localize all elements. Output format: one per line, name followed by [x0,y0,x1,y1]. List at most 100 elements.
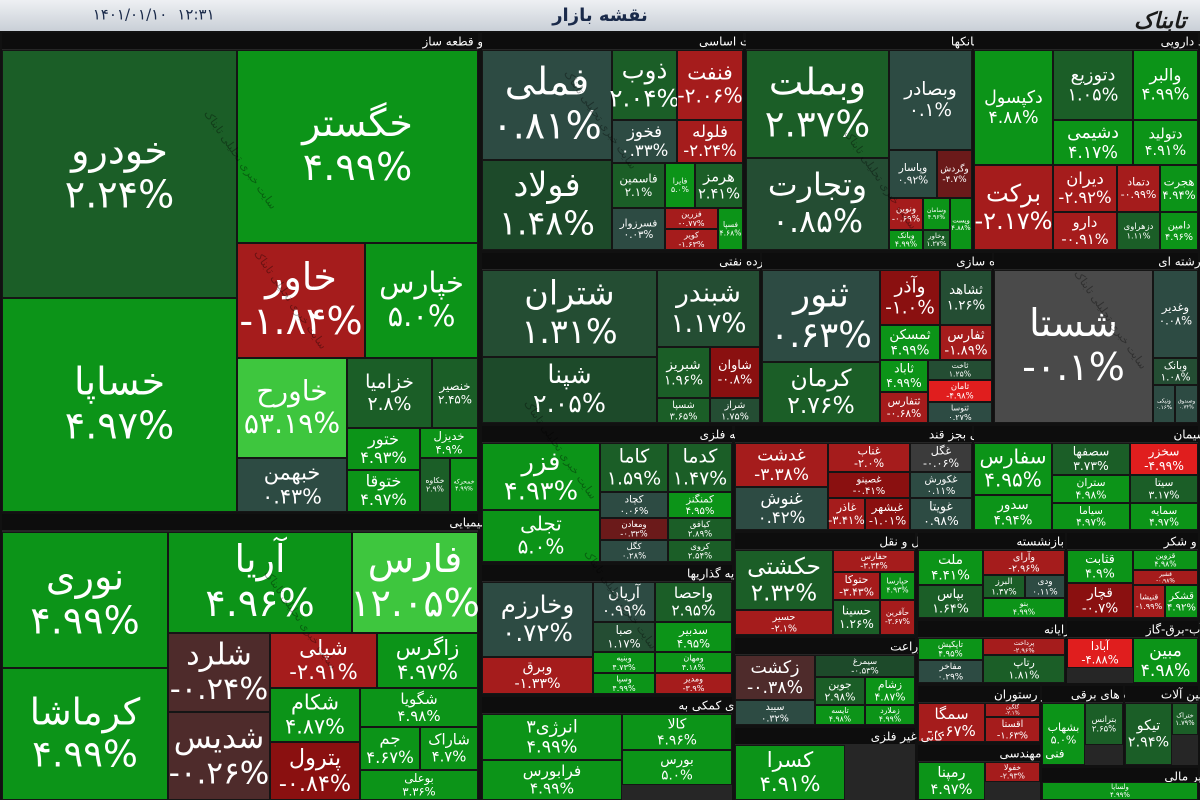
tile-change: ۰.۹۹% [602,602,646,620]
tile [1025,575,1065,598]
tile [928,380,992,402]
tile-name: فارس [368,537,462,581]
tile-name: حپارسا [886,577,908,586]
tile-name: زاگرس [396,635,460,660]
tile [940,270,992,325]
tile [828,443,910,472]
tile [833,572,880,600]
sector: سرمایه گذاریهاوخارزم۰.۷۲%وبرق-۱.۳۳%آریان… [482,565,761,694]
tile-change: ۴.۹۶% [205,581,314,625]
tile-change: -۰.۲۴% [170,672,268,707]
tile-name: مبین [1149,641,1182,661]
tile-name: ونیکی [1157,397,1171,404]
tile-name: وصندوق [1178,399,1196,405]
tile-name: خدیزل [433,429,464,444]
tile-name: وآرای [1013,550,1035,563]
tile-name: حتوکا [845,573,869,586]
tile-name: ثمسکن [889,328,930,343]
tile-change: ۴.۹۹% [30,598,139,642]
header-bar [0,0,1200,31]
tile-name: وبانک [1164,360,1187,372]
tile [1133,50,1198,120]
tile-name: بپاس [937,586,964,602]
tile-change: ۳.۶۵% [670,411,698,422]
tile-change: ۰.۰۸% [1159,313,1192,327]
tile-name: ثفارس [947,328,985,343]
tile-change: ۲.۴۱% [698,185,740,202]
tile-name: ومهان [683,654,703,663]
tile [612,163,665,208]
tile-name: ثشاهد [949,283,983,298]
tile-name: کرماشا [30,690,141,733]
tile-name: دارو [1072,214,1098,231]
tile-change: -۰.۱% [1022,345,1125,389]
tile-name: فلوله [692,122,728,142]
tile [600,492,668,518]
tile-name: کروی [690,541,710,551]
tile-change: ۴.۹۷% [397,659,458,684]
tile-change: ۰.۱۱% [927,486,956,497]
tile-name: پترول [289,745,341,771]
tile-name: شسپا [672,400,694,411]
tile-name: دیران [1066,169,1104,189]
tile [746,158,889,250]
tile-name: تجلی [520,512,562,536]
tile [746,50,889,158]
tile-change: ۱.۲۵% [949,370,971,379]
tile-name: وبرق [523,660,553,676]
sector-header [994,253,1198,269]
tile [237,50,478,243]
tile [677,120,743,163]
tile [668,443,732,492]
tile-name: غگل [931,444,952,457]
sector-header [735,728,915,744]
tile-change: ۲.۵۴% [688,551,712,561]
tile-change: -۲.۹۶% [1008,563,1039,574]
tile [482,443,600,510]
tile-name: غناب [857,444,880,457]
tile-change: ۱.۱۷% [607,636,640,650]
sector-title: شیمیایی [449,516,490,530]
tile [983,550,1065,575]
tile [593,673,655,694]
tile-change: ۵.۰% [518,535,565,559]
tile-name: فسپا [723,220,738,229]
sector: انبوه سازیثنور۰.۶۳%کرمان۲.۷۶%وآذر-۱.۰%ثش… [762,253,1012,423]
tile-change: -۴.۹۹% [1144,459,1184,473]
tile-name: سدور [996,498,1028,513]
tile [1153,270,1198,358]
tile-name: ثاباد [894,362,914,376]
sector: مواد داروییدکپسول۴.۸۸%دتوزیع۱.۰۵%دشیمی۴.… [974,33,1200,250]
time: ۱۲:۳۱ [177,6,214,24]
sector: بیمه و بازنشستهملت۴.۴۱%وآرای-۲.۹۶%البرز۱… [918,533,1098,618]
tile [735,550,833,610]
sector-header [746,33,972,49]
tile [928,360,992,380]
tile [910,498,972,530]
tile-name: کدما [683,447,718,468]
sector-title: کانی غیر فلزی [871,730,944,745]
tile-name: بنو [1019,599,1028,608]
sector-title: سایر مالی [1164,770,1200,785]
tile-change: ۴.۹۹% [1110,791,1130,799]
tile [918,638,983,660]
tile-change: ۲.۹۸% [825,690,856,703]
tile-name: انرژی۳ [526,717,578,737]
tile-change: ۴.۹۶% [1165,232,1193,243]
tile-change: ۳.۷۳% [1073,459,1108,473]
tile [1160,165,1198,212]
sector-header [735,638,915,654]
tile-change: ۰.۲۸% [622,551,646,561]
tile-name: سمایه [1151,505,1177,517]
tile [360,770,478,800]
tile-name: فملی [505,60,589,104]
tile-name: ذوب [622,56,668,85]
tile-change: -۰.۰۶% [923,457,959,470]
tile-name: ثنور [791,275,849,316]
tile-name: فولاد [514,165,581,204]
tile-change: ۴.۹۸% [1141,661,1191,681]
tile [1085,703,1123,745]
tile [237,358,347,458]
tile-change: -۳.۳۴% [860,561,887,571]
tile-change: ۲.۹۵% [671,602,715,620]
